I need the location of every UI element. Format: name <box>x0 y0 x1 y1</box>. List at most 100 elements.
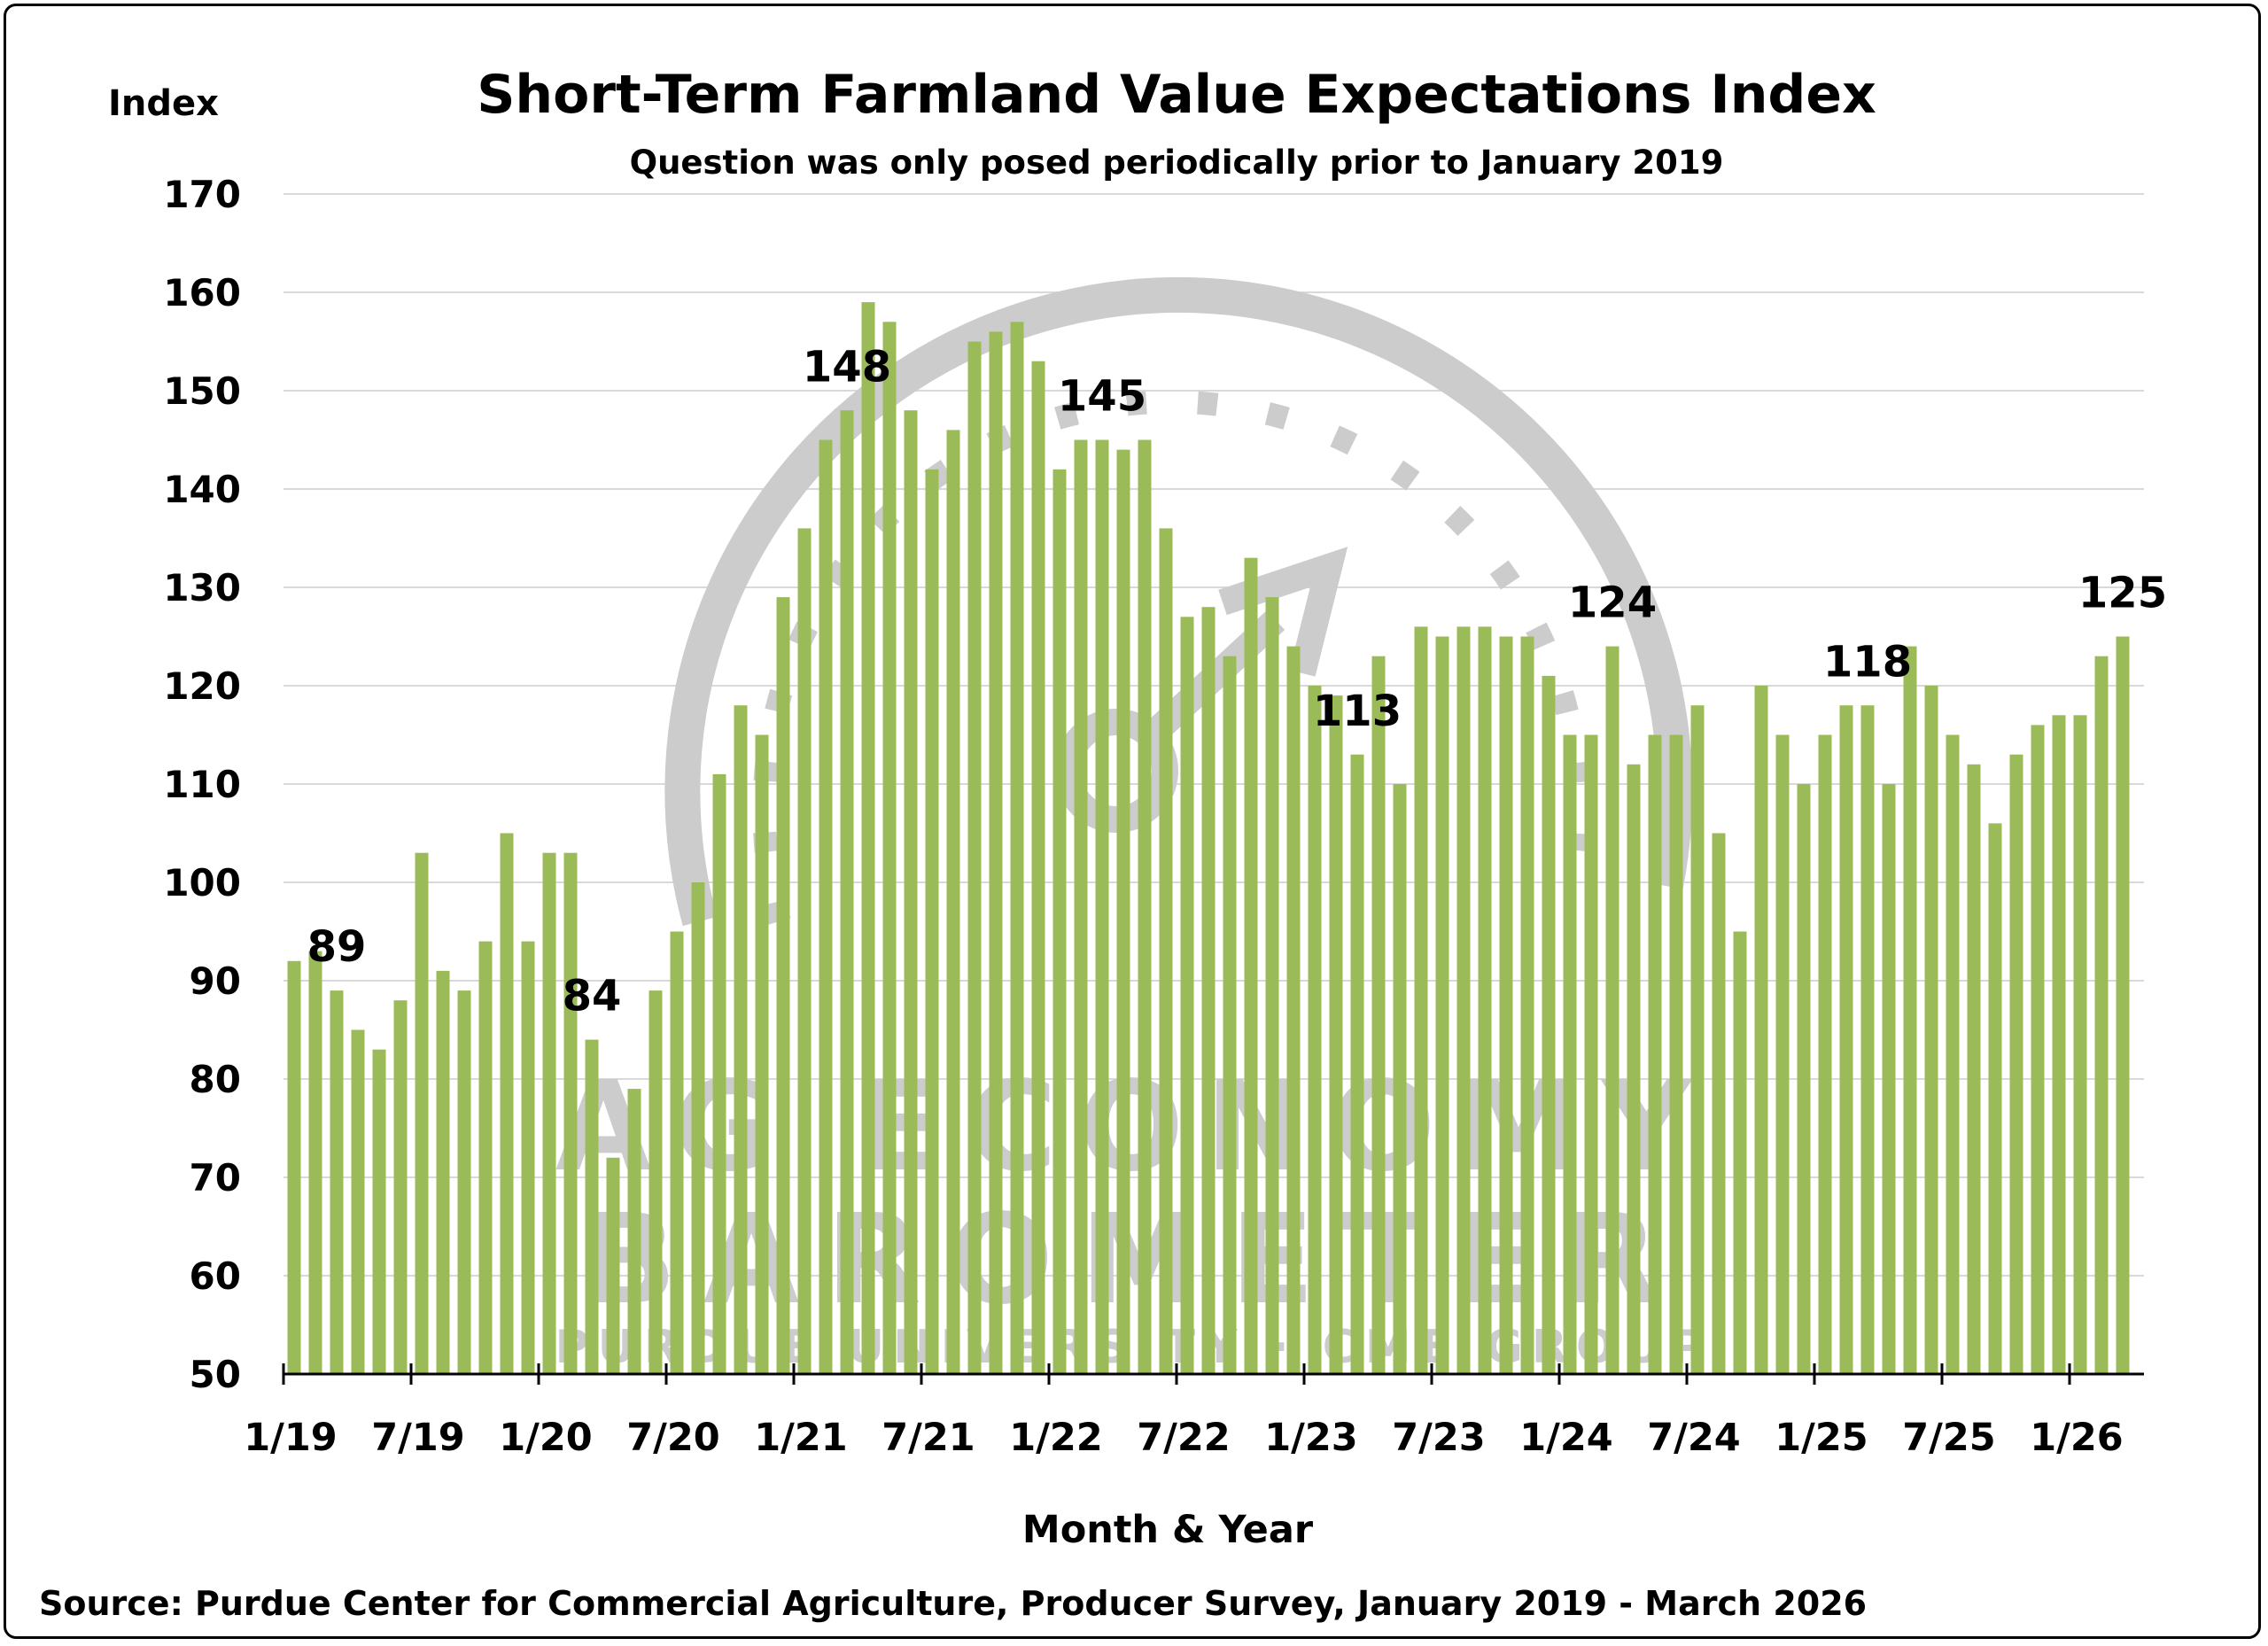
data-label: 124 <box>1568 578 1657 628</box>
y-tick-label: 70 <box>190 1156 241 1200</box>
bar-10/19 <box>478 941 493 1374</box>
chart-subtitle: Question was only posed periodically pri… <box>629 144 1724 182</box>
source-note: Source: Purdue Center for Commercial Agr… <box>39 1584 1868 1623</box>
chart-frame <box>4 4 2261 1639</box>
y-tick-label: 150 <box>163 369 241 413</box>
bar-2/25 <box>1839 705 1853 1374</box>
y-tick-label: 130 <box>163 566 241 609</box>
y-tick-label: 60 <box>190 1254 241 1298</box>
x-tick-label: 1/20 <box>499 1416 592 1460</box>
bar-1/22 <box>1052 469 1067 1374</box>
watermark-gauge-arc <box>664 276 1693 927</box>
bar-10/24 <box>1754 686 1768 1374</box>
bar-12/20 <box>776 597 790 1374</box>
bar-2/21 <box>819 439 833 1374</box>
bar-11/20 <box>755 734 769 1374</box>
x-tick-label: 7/21 <box>882 1416 975 1460</box>
bar-6/25 <box>1924 686 1938 1374</box>
bar-1/21 <box>797 528 812 1374</box>
bar-12/21 <box>1031 361 1045 1375</box>
bar-7/21 <box>925 469 939 1374</box>
x-tick-label: 7/20 <box>626 1416 719 1460</box>
bar-1/24 <box>1563 734 1577 1374</box>
data-label: 148 <box>803 342 891 392</box>
y-tick-label: 80 <box>190 1058 241 1101</box>
y-axis-label: Index <box>108 83 219 124</box>
bar-2/26 <box>2094 656 2109 1374</box>
y-tick-label: 50 <box>190 1353 241 1396</box>
watermark-text: PURDUE UNIVERSITY · CME GROUP <box>555 1321 1713 1374</box>
bar-2/22 <box>1074 439 1088 1374</box>
bar-8/23 <box>1456 626 1471 1374</box>
y-tick-label: 120 <box>163 664 241 708</box>
bar-3/20 <box>585 1039 599 1374</box>
x-tick-label: 7/19 <box>371 1416 464 1460</box>
bar-4/25 <box>1882 784 1896 1374</box>
bar-10/21 <box>989 331 1003 1374</box>
x-tick-label: 7/22 <box>1137 1416 1230 1460</box>
y-tick-label: 170 <box>163 173 241 216</box>
bar-5/24 <box>1648 734 1662 1374</box>
bar-6/19 <box>393 1000 408 1374</box>
bar-12/19 <box>521 941 535 1374</box>
bar-10/22 <box>1244 557 1258 1374</box>
data-label: 118 <box>1823 637 1912 687</box>
x-tick-label: 1/19 <box>244 1416 337 1460</box>
bar-10/25 <box>2009 754 2023 1374</box>
bar-11/23 <box>1520 636 1534 1374</box>
bar-5/25 <box>1903 646 1917 1374</box>
bar-11/21 <box>1010 322 1024 1374</box>
bar-7/19 <box>415 852 429 1374</box>
chart-title: Short-Term Farmland Value Expectations I… <box>477 64 1876 126</box>
bar-1/20 <box>542 852 556 1374</box>
bar-12/24 <box>1797 784 1811 1374</box>
bar-2/19 <box>308 951 322 1374</box>
x-tick-label: 1/25 <box>1775 1416 1868 1460</box>
bar-11/22 <box>1265 597 1279 1374</box>
bar-9/19 <box>457 990 471 1374</box>
bar-8/25 <box>1967 764 1981 1374</box>
bar-5/23 <box>1393 784 1407 1374</box>
bar-8/21 <box>946 430 960 1374</box>
bar-11/19 <box>500 833 514 1374</box>
bar-6/22 <box>1159 528 1173 1374</box>
bar-9/21 <box>967 341 982 1374</box>
bar-11/24 <box>1775 734 1790 1374</box>
bar-9/22 <box>1223 656 1237 1374</box>
bar-4/22 <box>1116 449 1130 1375</box>
bar-9/23 <box>1478 626 1492 1374</box>
bar-7/24 <box>1690 705 1705 1374</box>
bar-4/20 <box>606 1157 620 1374</box>
bar-8/19 <box>436 970 450 1374</box>
bar-1/26 <box>2073 715 2087 1374</box>
bar-2/24 <box>1584 734 1598 1374</box>
bar-4/23 <box>1371 656 1386 1374</box>
data-label: 125 <box>2078 569 2167 618</box>
y-tick-label: 90 <box>190 959 241 1003</box>
bar-7/22 <box>1180 617 1194 1374</box>
y-tick-label: 140 <box>163 468 241 511</box>
bar-4/19 <box>351 1029 365 1374</box>
x-tick-label: 7/24 <box>1647 1416 1740 1460</box>
watermark-gauge-needle <box>1142 547 1348 745</box>
bar-9/20 <box>712 773 726 1374</box>
data-label: 89 <box>307 922 367 972</box>
x-tick-label: 7/25 <box>1902 1416 1995 1460</box>
bar-12/22 <box>1286 646 1301 1374</box>
x-tick-label: 1/22 <box>1009 1416 1102 1460</box>
x-tick-label: 1/26 <box>2030 1416 2123 1460</box>
bar-3/24 <box>1605 646 1619 1374</box>
bar-11/25 <box>2031 725 2045 1374</box>
bar-6/24 <box>1669 734 1683 1374</box>
bar-3/23 <box>1350 754 1364 1374</box>
bar-6/20 <box>649 990 663 1374</box>
bar-7/20 <box>670 931 684 1374</box>
x-tick-label: 1/24 <box>1519 1416 1612 1460</box>
bar-10/23 <box>1499 636 1513 1374</box>
bar-8/22 <box>1201 607 1216 1374</box>
x-tick-label: 7/23 <box>1392 1416 1485 1460</box>
data-label: 84 <box>563 972 622 1021</box>
bar-2/20 <box>563 852 578 1374</box>
